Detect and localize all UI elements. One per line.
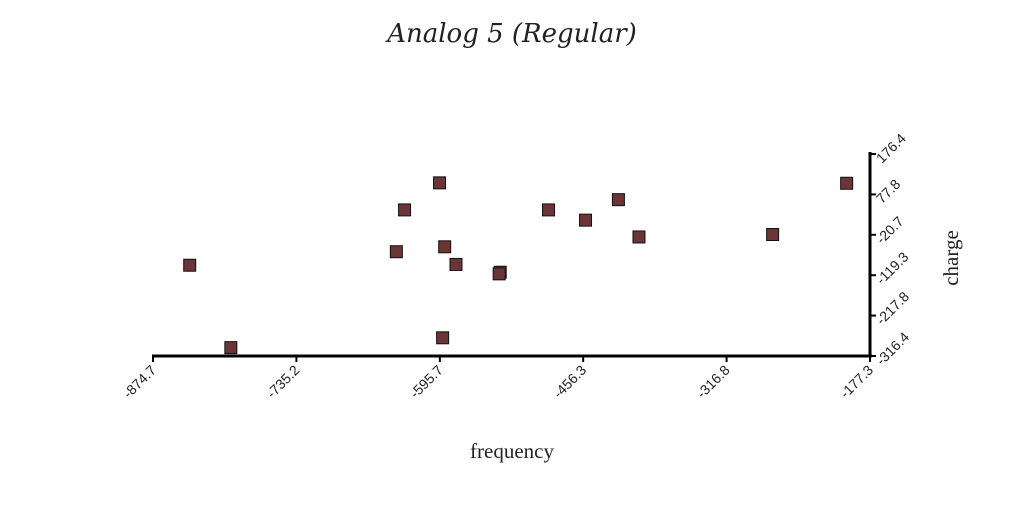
chart-title: Analog 5 (Regular)	[385, 19, 637, 49]
data-point	[438, 240, 452, 254]
data-point	[398, 203, 412, 217]
data-point	[492, 267, 506, 281]
data-point	[224, 341, 238, 355]
data-point	[611, 193, 625, 207]
data-point	[183, 258, 197, 272]
x-axis-label: frequency	[470, 439, 554, 463]
data-point	[436, 331, 450, 345]
x-tick-label: -456.3	[550, 362, 590, 402]
x-tick-label: -735.2	[263, 362, 303, 402]
x-tick-label: -874.7	[120, 362, 160, 402]
data-point	[840, 176, 854, 190]
y-tick-label: -20.7	[873, 213, 907, 247]
y-ticks: -316.4-217.8-119.3-20.7 77.8 176.4	[870, 130, 912, 368]
data-point	[632, 230, 646, 244]
y-tick-label: -316.4	[873, 329, 913, 369]
y-axis-label: charge	[939, 230, 963, 286]
data-point	[449, 257, 463, 271]
data-point	[542, 203, 556, 217]
x-tick-label: -595.7	[407, 362, 447, 402]
x-tick-label: -177.3	[837, 362, 877, 402]
y-tick-label: 176.4	[873, 130, 909, 166]
x-tick-label: -316.8	[693, 362, 733, 402]
data-points	[183, 176, 854, 355]
data-point	[433, 176, 447, 190]
axes	[152, 152, 872, 358]
y-tick-label: -119.3	[873, 249, 912, 288]
data-point	[766, 228, 780, 242]
x-ticks: -874.7 -735.2 -595.7 -456.3 -316.8 -177.3	[120, 356, 877, 402]
y-tick-label: -217.8	[873, 288, 913, 328]
data-point	[579, 213, 593, 227]
data-point	[389, 245, 403, 259]
y-tick-label: 77.8	[873, 176, 904, 207]
